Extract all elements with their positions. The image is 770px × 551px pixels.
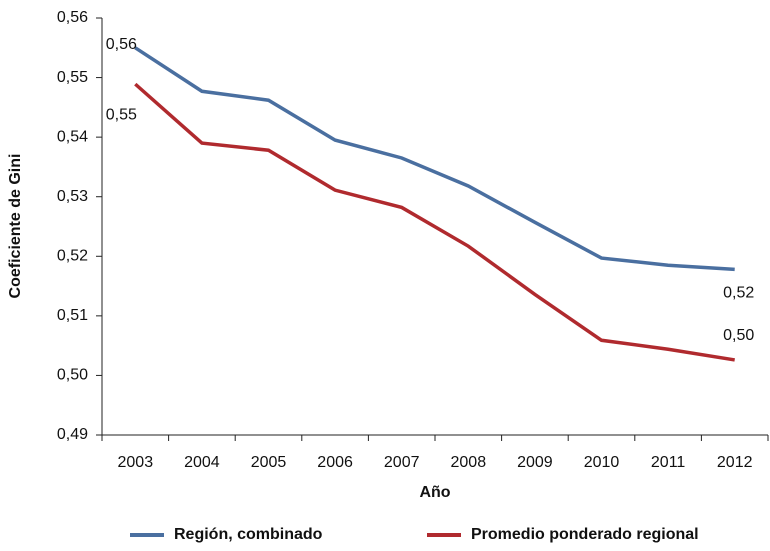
series-line bbox=[134, 82, 735, 362]
y-tick-label: 0,49 bbox=[57, 426, 88, 443]
data-label: 0,50 bbox=[723, 327, 754, 344]
y-tick-label: 0,54 bbox=[57, 128, 88, 145]
data-label: 0,52 bbox=[723, 285, 754, 302]
legend-label: Promedio ponderado regional bbox=[471, 526, 699, 543]
x-tick-label: 2006 bbox=[317, 454, 353, 471]
y-tick-label: 0,56 bbox=[57, 9, 88, 26]
x-tick-label: 2011 bbox=[651, 454, 686, 471]
x-tick-label: 2003 bbox=[118, 454, 154, 471]
legend-label: Región, combinado bbox=[174, 526, 323, 543]
x-tick-label: 2005 bbox=[251, 454, 287, 471]
x-axis-label: Año bbox=[419, 484, 450, 501]
x-tick-label: 2009 bbox=[517, 454, 553, 471]
x-tick-label: 2007 bbox=[384, 454, 420, 471]
y-tick-label: 0,52 bbox=[57, 248, 88, 265]
x-tick-label: 2012 bbox=[717, 454, 753, 471]
data-label: 0,56 bbox=[106, 36, 137, 53]
data-label: 0,55 bbox=[106, 106, 137, 123]
y-tick-label: 0,50 bbox=[57, 367, 88, 384]
y-tick-label: 0,55 bbox=[57, 69, 88, 86]
x-tick-label: 2010 bbox=[584, 454, 620, 471]
y-axis-label: Coeficiente de Gini bbox=[7, 154, 24, 299]
x-tick-label: 2008 bbox=[451, 454, 487, 471]
y-tick-label: 0,51 bbox=[57, 307, 88, 324]
y-tick-label: 0,53 bbox=[57, 188, 88, 205]
series-line bbox=[134, 46, 735, 272]
x-tick-label: 2004 bbox=[184, 454, 220, 471]
